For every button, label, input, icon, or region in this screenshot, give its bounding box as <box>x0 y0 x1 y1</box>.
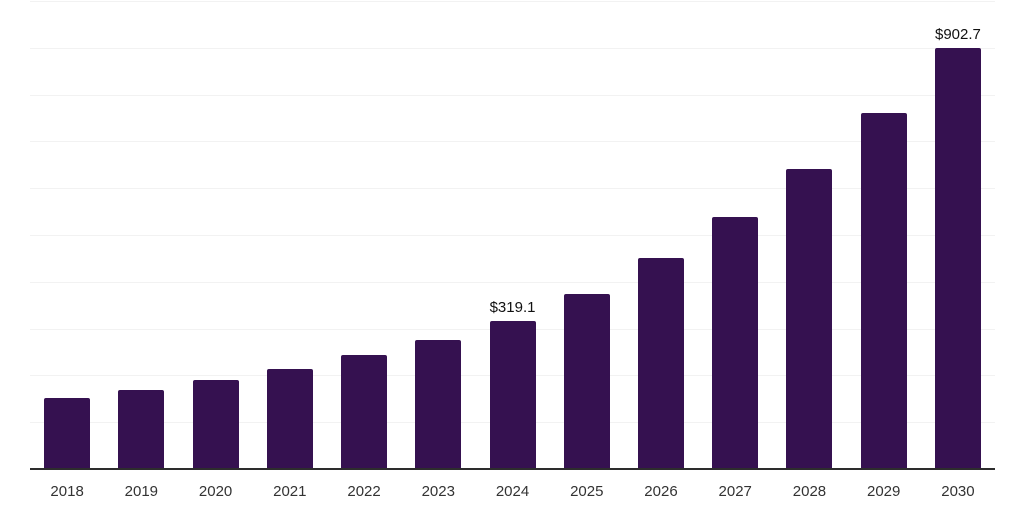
data-label-2030: $902.7 <box>934 25 981 43</box>
bar-column-2025 <box>550 2 624 470</box>
bar-2026 <box>637 258 684 470</box>
bar-column-2026 <box>624 2 698 470</box>
gridline-600 <box>30 188 995 190</box>
bar-2025 <box>563 293 610 470</box>
gridline-500 <box>30 235 995 236</box>
plot-area: $319.1 $902.7 <box>30 1 995 470</box>
data-label-2024: $319.1 <box>489 298 536 316</box>
x-tick-2023: 2023 <box>421 483 455 500</box>
bar-2028 <box>786 169 833 470</box>
bar-2030 <box>934 47 981 470</box>
bar-2018 <box>44 398 91 470</box>
bars-container: $319.1 $902.7 <box>30 2 995 470</box>
bar-column-2022 <box>327 2 401 470</box>
x-tick-2025: 2025 <box>570 483 604 500</box>
x-tick-2018: 2018 <box>50 483 84 500</box>
bar-2020 <box>192 380 239 470</box>
x-tick-2019: 2019 <box>124 483 159 500</box>
x-tick-2030: 2030 <box>941 483 975 500</box>
bar-2023 <box>415 340 462 470</box>
x-axis-line <box>30 468 995 470</box>
bar-2021 <box>266 368 313 470</box>
bar-column-2028 <box>772 2 846 470</box>
bar-column-2019 <box>104 2 178 470</box>
x-tick-2027: 2027 <box>718 483 752 500</box>
gridline-900 <box>30 47 995 49</box>
bar-2022 <box>341 355 388 470</box>
bar-column-2024: $319.1 <box>475 2 549 470</box>
bar-column-2029 <box>847 2 921 470</box>
bar-column-2023 <box>401 2 475 470</box>
x-axis-labels: 2018 2019 2020 2021 2022 2023 2024 2025 2026 2027… <box>30 483 995 500</box>
bar-2019 <box>118 390 165 470</box>
bar-column-2027 <box>698 2 772 470</box>
bar-column-2030: $902.7 <box>921 2 995 470</box>
x-tick-2021: 2021 <box>273 483 307 500</box>
x-tick-2026: 2026 <box>644 483 678 500</box>
x-tick-2020: 2020 <box>198 483 233 500</box>
bar-2027 <box>712 216 759 470</box>
x-tick-2029: 2029 <box>867 483 901 500</box>
bar-column-2020 <box>178 2 252 470</box>
gridline-400 <box>30 281 995 283</box>
gridline-700 <box>30 141 995 143</box>
x-tick-2028: 2028 <box>792 483 827 500</box>
x-tick-2022: 2022 <box>347 483 381 500</box>
bar-column-2018 <box>30 2 104 470</box>
x-tick-2024: 2024 <box>495 483 530 500</box>
gridline-1000 <box>30 1 995 2</box>
bar-column-2021 <box>253 2 327 470</box>
bar-2024 <box>489 320 536 470</box>
gridline-800 <box>30 94 995 96</box>
bar-2029 <box>860 113 907 470</box>
